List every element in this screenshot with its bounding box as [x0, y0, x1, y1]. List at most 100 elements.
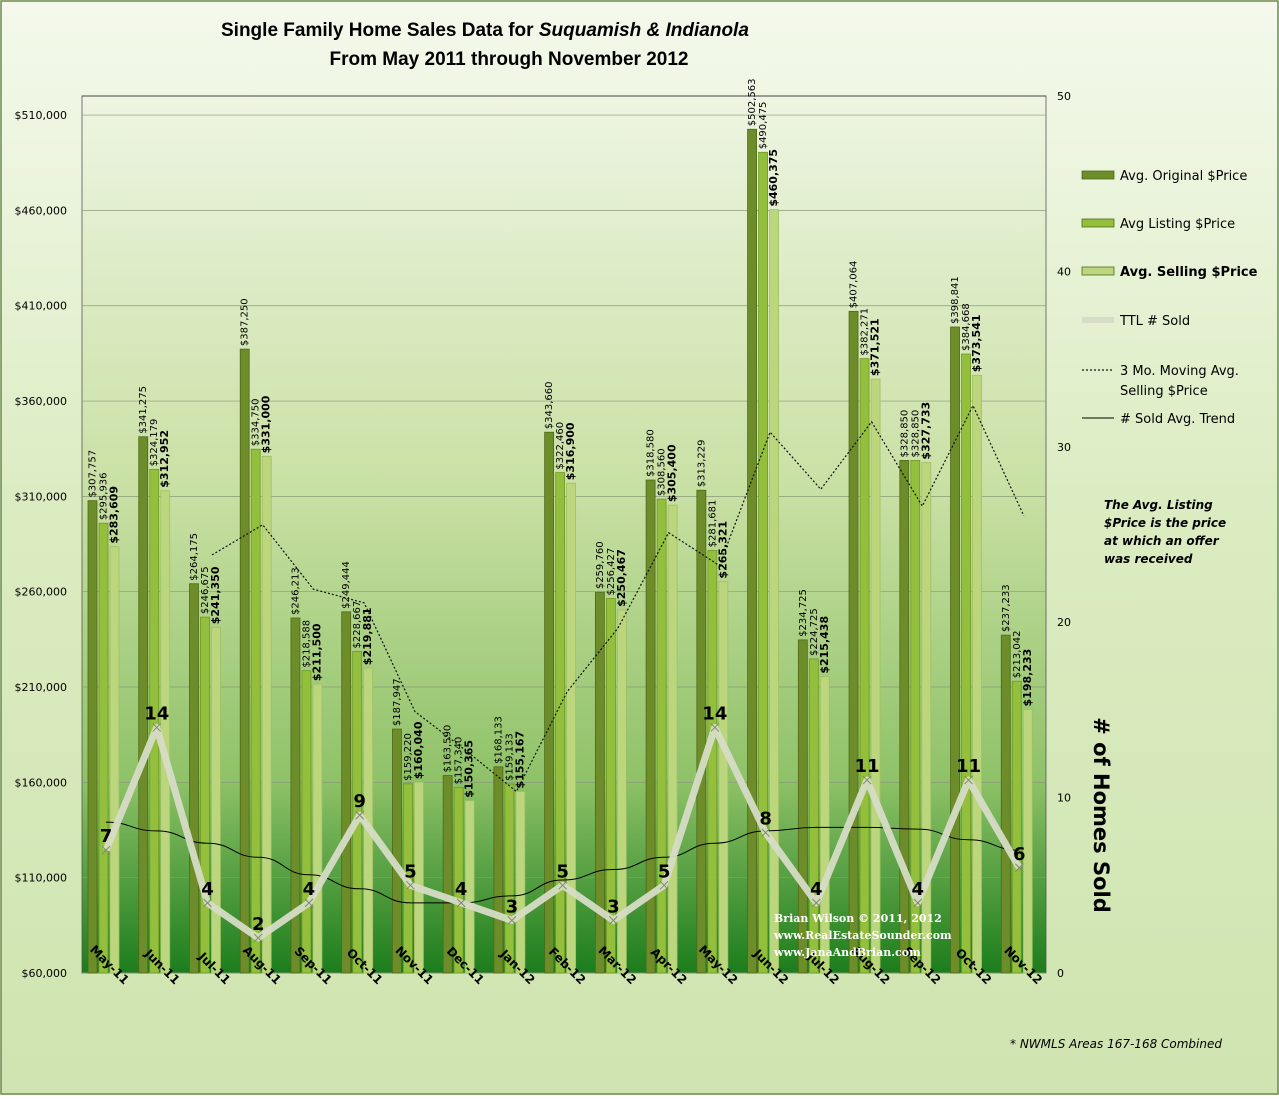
bar [341, 611, 352, 974]
data-label: $249,444 [341, 561, 352, 609]
data-label: $246,675 [200, 566, 211, 614]
bar [667, 504, 678, 974]
bar [453, 787, 464, 974]
data-label: $187,947 [392, 678, 403, 726]
data-label: $150,365 [463, 740, 476, 798]
data-label: $305,400 [666, 444, 679, 502]
bar [808, 658, 819, 974]
data-label: $490,475 [758, 102, 769, 150]
sold-marker [456, 898, 466, 908]
y2-tick-label: 20 [1057, 616, 1071, 629]
sold-marker [1014, 863, 1024, 873]
y-tick-label: $210,000 [15, 681, 68, 694]
right-axis-title: # of Homes Sold [1089, 717, 1113, 913]
moving-average-line [211, 404, 1025, 793]
bar [950, 326, 960, 974]
credit-line: Brian Wilson © 2011, 2012 [774, 912, 942, 925]
bar [515, 791, 526, 974]
sold-marker [913, 898, 923, 908]
bar [758, 151, 768, 974]
y2-tick-label: 0 [1057, 967, 1064, 980]
footnote: * NWMLS Areas 167-168 Combined [1010, 1037, 1222, 1051]
y-tick-label: $510,000 [15, 109, 68, 122]
data-label: $387,250 [240, 298, 251, 346]
sold-count-label: 11 [855, 756, 880, 777]
note-line: was received [1104, 552, 1193, 566]
bar [98, 522, 109, 974]
bar [645, 479, 656, 974]
y-tick-label: $410,000 [15, 300, 68, 313]
sold-count-label: 9 [353, 791, 366, 812]
legend-label: TTL # Sold [1119, 314, 1190, 329]
data-label: $460,375 [767, 149, 780, 207]
bar [921, 462, 932, 974]
sold-marker [507, 916, 517, 925]
data-label: $502,563 [747, 79, 758, 127]
data-label: $213,042 [1012, 631, 1023, 679]
data-label: $341,275 [138, 386, 149, 434]
legend-swatch [1081, 266, 1115, 276]
bar [747, 128, 757, 974]
data-label: $234,725 [798, 589, 809, 637]
bar [160, 490, 171, 974]
data-label: $328,850 [910, 410, 921, 458]
sold-marker [203, 898, 212, 908]
data-label: $308,560 [657, 448, 668, 496]
bar [566, 482, 577, 974]
sold-marker [964, 775, 973, 785]
y2-tick-label: 50 [1057, 90, 1071, 103]
bar [696, 489, 707, 974]
data-label: $283,609 [108, 486, 121, 544]
data-label: $160,040 [412, 721, 425, 779]
bar [544, 431, 555, 974]
sold-count-label: 2 [252, 914, 265, 935]
chart-subtitle: From May 2011 through November 2012 [329, 49, 688, 70]
sold-marker [253, 933, 263, 943]
bar [200, 616, 210, 974]
sold-marker [862, 775, 872, 785]
y-tick-label: $360,000 [15, 395, 68, 408]
bar [261, 455, 272, 974]
sold-marker [101, 845, 111, 855]
credits: Brian Wilson © 2011, 2012 www.RealEstate… [773, 912, 952, 959]
bar [149, 468, 160, 974]
data-label: $384,668 [961, 303, 972, 351]
sold-marker [710, 723, 720, 732]
data-label: $198,233 [1021, 649, 1034, 707]
bar [769, 209, 779, 974]
y-tick-label: $310,000 [15, 490, 68, 503]
trend-line [105, 821, 1020, 904]
data-label: $157,340 [454, 737, 465, 785]
y2-tick-label: 40 [1057, 265, 1071, 278]
data-label: $264,175 [189, 533, 200, 581]
data-label: $407,064 [849, 261, 860, 309]
chart-title: Single Family Home Sales Data for Suquam… [221, 20, 749, 41]
bar [972, 374, 982, 974]
data-label: $259,760 [595, 541, 606, 589]
data-label: $382,271 [860, 308, 871, 356]
bar [707, 549, 718, 974]
sold-count-label: 4 [810, 879, 823, 900]
data-label: $316,900 [564, 422, 577, 480]
data-label: $168,133 [493, 716, 504, 764]
data-label: $228,667 [352, 601, 363, 649]
data-label: $295,936 [99, 472, 110, 520]
data-label: $281,681 [707, 500, 718, 548]
data-label: $313,229 [696, 439, 707, 487]
legend-label: # Sold Avg. Trend [1120, 412, 1235, 427]
data-label: $159,133 [504, 733, 515, 781]
data-label: $371,521 [869, 318, 882, 376]
note-line: at which an offer [1104, 534, 1220, 548]
note-line: $Price is the price [1104, 516, 1226, 530]
bar [493, 766, 504, 974]
legend-label: Avg. Original $Price [1120, 169, 1247, 184]
data-label: $327,733 [919, 402, 932, 460]
sold-marker [761, 828, 770, 838]
credit-line: www.RealEstateSounder.com [773, 929, 952, 942]
data-label: $307,757 [88, 450, 99, 498]
data-label: $312,952 [158, 430, 171, 488]
bar [414, 781, 424, 974]
bar [109, 546, 120, 974]
sold-marker [152, 723, 162, 732]
y-tick-label: $160,000 [15, 776, 68, 789]
